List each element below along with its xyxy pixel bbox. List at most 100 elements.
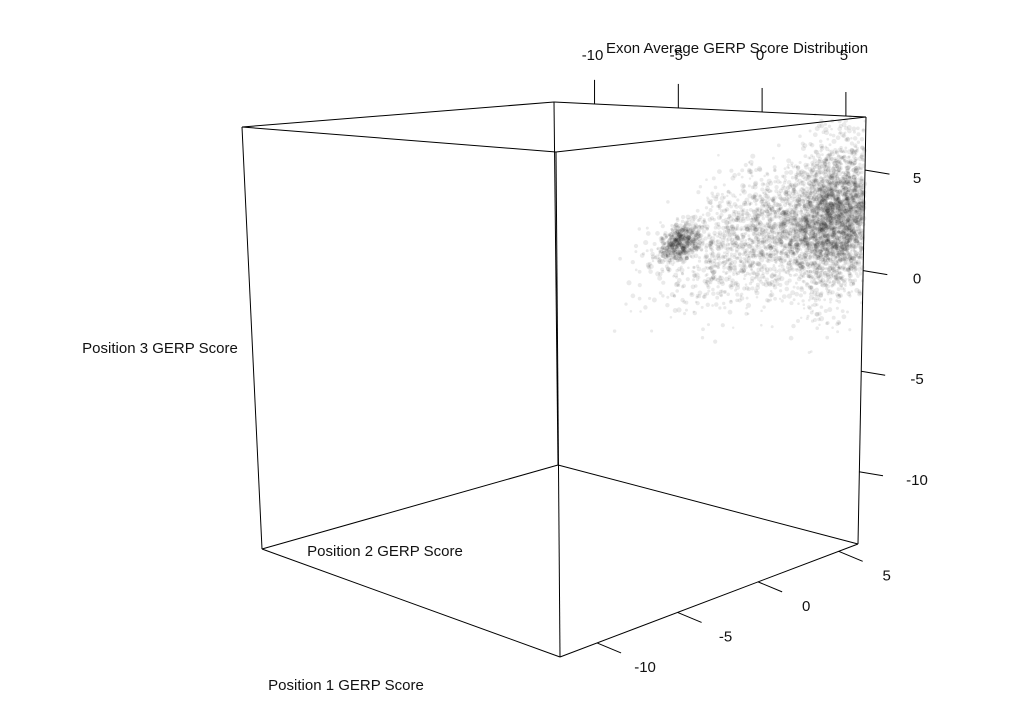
data-point — [825, 266, 829, 270]
data-point — [813, 245, 818, 249]
data-point — [835, 196, 841, 202]
data-point — [745, 216, 750, 221]
data-point — [799, 261, 804, 265]
data-point — [813, 298, 818, 303]
data-point — [814, 163, 819, 169]
data-point — [826, 196, 830, 201]
data-point — [837, 217, 841, 222]
data-point — [823, 157, 829, 162]
data-point — [826, 194, 832, 200]
data-point — [830, 167, 837, 173]
data-point — [799, 238, 803, 242]
data-point — [799, 227, 803, 231]
data-point — [837, 201, 841, 204]
data-point — [830, 283, 834, 287]
data-point — [829, 218, 834, 223]
data-point — [849, 215, 853, 219]
data-point — [787, 242, 791, 246]
data-point — [824, 248, 830, 254]
data-point — [703, 236, 708, 241]
data-point — [845, 220, 851, 226]
data-point — [824, 226, 829, 231]
data-point — [852, 136, 858, 141]
data-point — [807, 196, 811, 200]
data-point — [848, 233, 853, 238]
data-point — [814, 238, 819, 243]
data-point — [835, 273, 841, 278]
data-point — [838, 205, 842, 208]
data-point — [694, 234, 697, 237]
data-point — [833, 216, 837, 220]
data-point — [840, 230, 846, 236]
data-point — [822, 169, 828, 175]
data-point — [814, 209, 819, 214]
data-point — [852, 282, 856, 286]
data-point — [825, 214, 830, 220]
data-point — [783, 212, 789, 218]
data-point — [846, 149, 852, 155]
data-point — [765, 200, 771, 206]
data-point — [760, 309, 763, 313]
data-point — [839, 148, 844, 153]
data-point — [838, 202, 842, 206]
data-point — [851, 267, 857, 273]
data-point — [770, 325, 774, 329]
data-point — [811, 246, 817, 252]
data-point — [793, 189, 798, 195]
data-point — [752, 271, 756, 276]
data-point — [857, 193, 862, 197]
data-point — [831, 192, 836, 198]
data-point — [751, 228, 756, 233]
data-point — [804, 254, 808, 258]
data-point — [690, 254, 695, 259]
data-point — [837, 237, 842, 242]
data-point — [808, 306, 812, 311]
data-point — [810, 209, 814, 213]
data-point — [718, 243, 724, 248]
data-point — [850, 197, 856, 203]
data-point — [795, 236, 801, 242]
data-point — [744, 248, 749, 253]
data-point — [822, 189, 826, 193]
data-point — [814, 287, 819, 292]
data-point — [805, 247, 811, 252]
data-point — [750, 217, 754, 221]
data-point — [859, 205, 863, 209]
data-point — [824, 254, 830, 260]
data-point — [831, 280, 837, 286]
data-point — [713, 196, 719, 202]
data-point — [665, 251, 670, 256]
data-point — [856, 251, 860, 256]
data-point — [814, 239, 820, 245]
data-point — [676, 307, 682, 313]
data-point — [816, 205, 821, 210]
data-point — [807, 263, 812, 268]
data-point — [817, 203, 821, 207]
data-point — [823, 235, 827, 239]
data-point — [776, 236, 782, 242]
data-point — [801, 279, 805, 283]
data-point — [850, 148, 856, 154]
data-point — [796, 209, 800, 213]
data-point — [673, 249, 678, 254]
data-point — [841, 155, 847, 161]
data-point — [819, 222, 824, 228]
data-point — [851, 182, 856, 187]
data-point — [851, 179, 856, 185]
data-point — [823, 233, 829, 239]
data-point — [802, 202, 807, 207]
data-point — [839, 241, 843, 246]
data-point — [723, 251, 726, 255]
data-point — [845, 245, 849, 248]
data-point — [862, 189, 865, 193]
data-point — [859, 218, 862, 221]
data-point — [850, 216, 855, 221]
data-point — [844, 238, 850, 244]
data-point — [806, 265, 811, 270]
data-point — [842, 252, 847, 257]
data-point — [850, 162, 854, 166]
data-point — [840, 257, 846, 263]
data-point — [797, 201, 801, 205]
data-point — [819, 222, 824, 227]
data-point — [841, 264, 847, 269]
